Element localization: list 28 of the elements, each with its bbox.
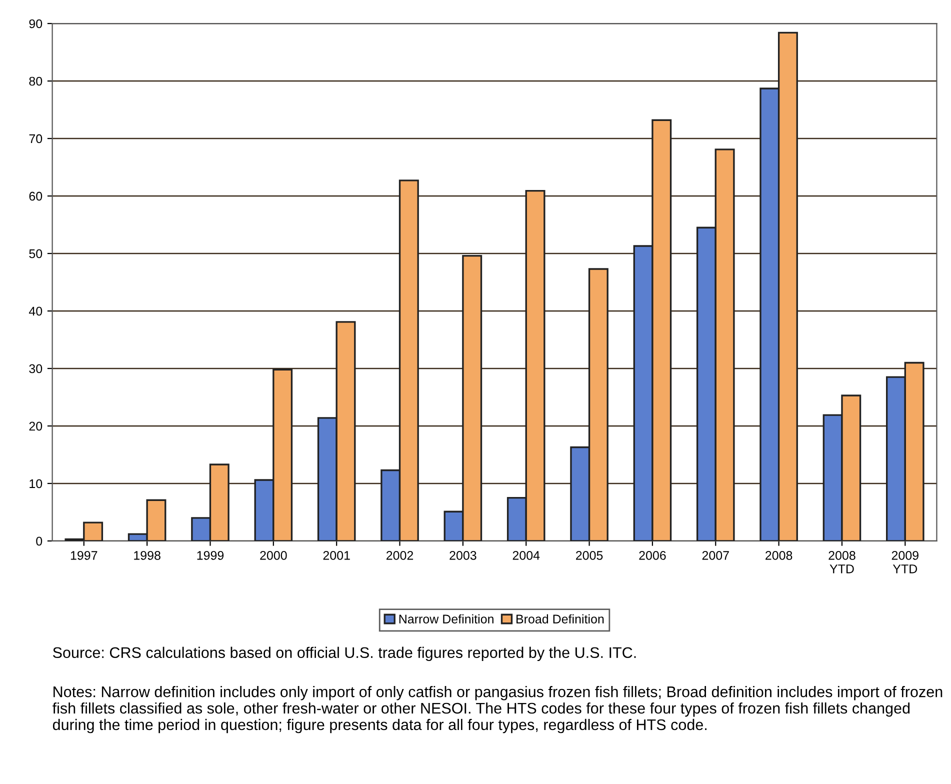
y-tick-label: 10 (30, 479, 42, 488)
x-tick-label: 1999 (197, 551, 224, 560)
x-tick-label: 2008 YTD (828, 551, 856, 574)
x-tick-label: 2007 (702, 551, 729, 560)
source-note: Source: CRS calculations based on official U.S. trade figures reported by the U.S. ITC. (53, 646, 636, 662)
y-tick-label: 80 (29, 76, 42, 86)
text: Notes: Narrow definition includes only import of only catfish or pangasius frozen fish fillets; Broad definition includes import of frozen fish fillets classified as sole, other fresh-water or other NESOI. The HTS codes for these four types of frozen fish fillets changed during the time period in question; figure presents data for all four types, regardless of HTS code. (52, 686, 942, 734)
y-tick-label: 40 (28, 306, 42, 316)
legend-label: Broad Definition (516, 614, 604, 624)
x-tick-label: 2003 (450, 551, 476, 560)
y-tick-label: 70 (29, 134, 42, 144)
x-tick-label: 2004 (512, 551, 540, 560)
x-tick-label: 2002 (386, 551, 414, 560)
x-tick-label: 1998 (134, 551, 160, 560)
legend-label: Narrow Definition (399, 614, 494, 624)
y-tick-label: 50 (29, 249, 42, 258)
y-tick-label: 90 (29, 19, 42, 28)
y-tick-label: 30 (29, 364, 42, 374)
x-tick-label: 2009 YTD (892, 551, 918, 574)
x-tick-label: 2008 (766, 551, 792, 560)
y-tick-label: 60 (29, 192, 42, 201)
x-tick-label: 2005 (576, 551, 603, 560)
y-tick-label: 0 (36, 536, 42, 546)
x-tick-label: 2001 (323, 551, 350, 560)
x-tick-label: 1997 (70, 551, 98, 560)
x-tick-label: 2006 (639, 551, 666, 560)
y-tick-label: 20 (29, 422, 42, 431)
x-tick-label: 2000 (260, 551, 287, 560)
